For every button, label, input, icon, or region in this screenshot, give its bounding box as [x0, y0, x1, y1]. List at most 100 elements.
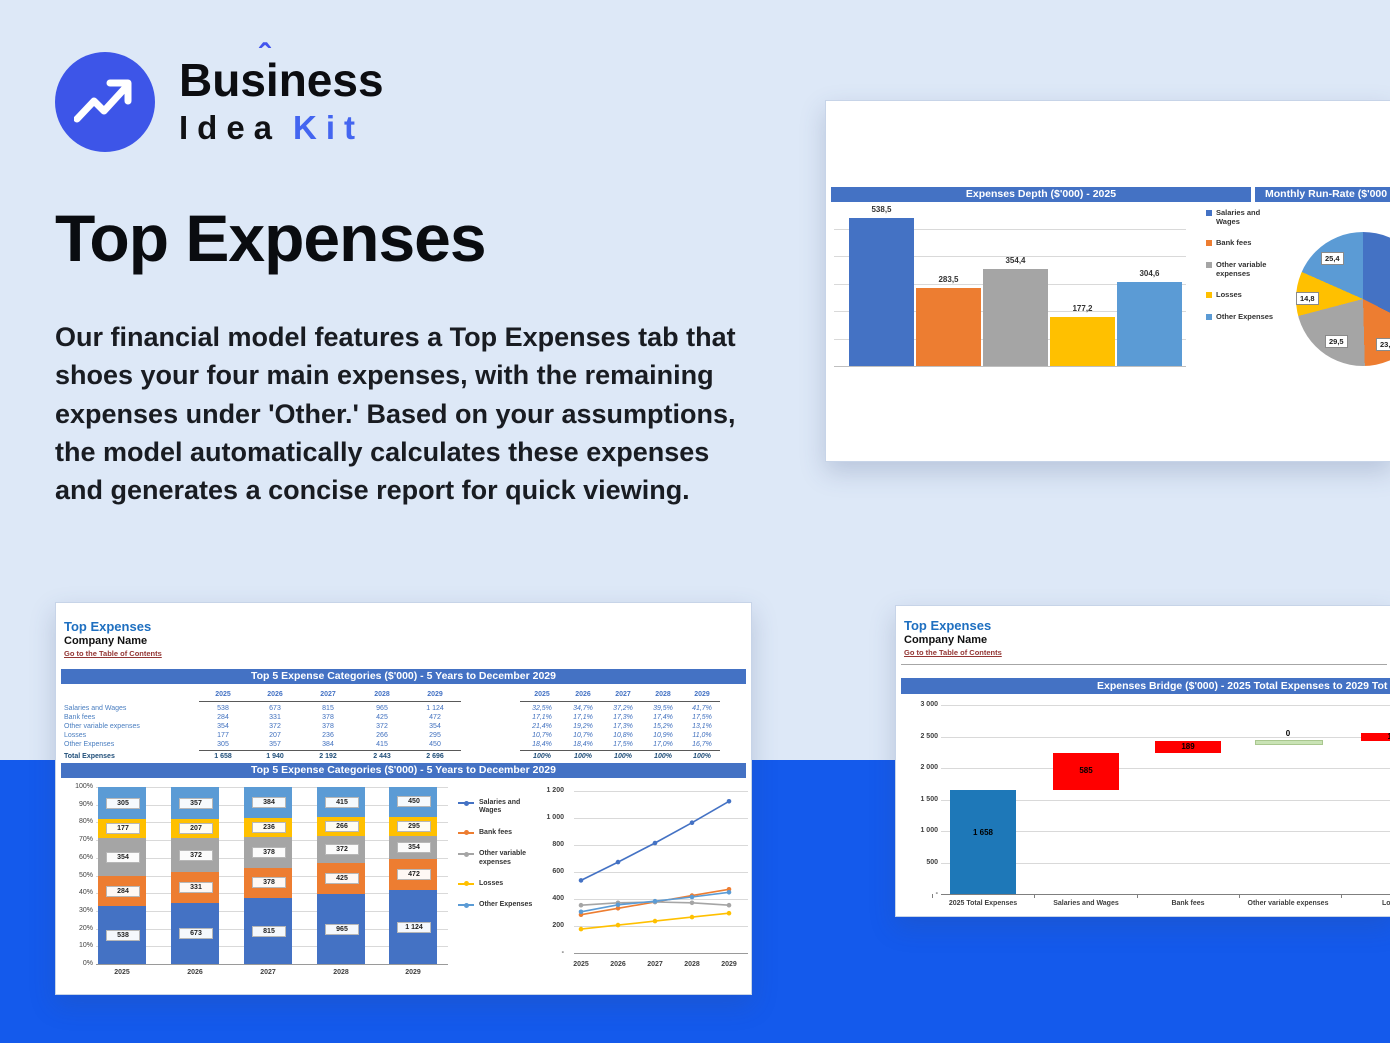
bar-value-label: 304,6 [1139, 269, 1160, 279]
y-tick-label: - [935, 890, 938, 897]
gridline [574, 791, 748, 792]
cell-value: 472 [429, 714, 441, 721]
axis-tick [1239, 894, 1240, 898]
total-pct: 100% [654, 753, 672, 760]
cell-value: 207 [269, 732, 281, 739]
segment-value-label: 378 [252, 877, 286, 889]
segment-value-label: 673 [179, 927, 213, 939]
company-name: Company Name [904, 634, 988, 646]
bridge-titlebar: Expenses Bridge ($'000) - 2025 Total Exp… [901, 678, 1390, 694]
legend-label: Other variable expenses [479, 850, 527, 866]
legend-label: Salaries and Wages [1216, 208, 1261, 226]
brand-text: Bus ˆ iness Idea Kit [179, 40, 384, 147]
legend-label: Other Expenses [479, 901, 533, 909]
x-tick-label: 2028 [333, 969, 349, 976]
y-tick-label: 0% [82, 960, 93, 967]
x-tick-label: Other variable expenses [1247, 900, 1329, 907]
year-header: 2025 [534, 691, 550, 698]
year-header: 2028 [374, 691, 390, 698]
segment-value-label: 354 [106, 851, 140, 863]
y-tick-label: 90% [78, 800, 93, 808]
legend-item: Salaries and Wages [1206, 208, 1292, 226]
data-point [726, 910, 732, 916]
top5-line-chart: 1 200 1 000 800 600 400 200-2025 2026 2027 2028 2… [56, 603, 751, 994]
cell-value: 372 [376, 723, 388, 730]
cell-pct: 17,3% [613, 723, 633, 730]
legend-item: Losses [1206, 290, 1292, 300]
legend-item: Other Expenses [458, 901, 550, 909]
year-header: 2026 [575, 691, 591, 698]
row-label: Other Expenses [64, 741, 115, 748]
x-tick-label: Losses [1381, 900, 1390, 907]
x-tick-label: 2028 [684, 961, 700, 968]
segment-value-label: 472 [397, 869, 431, 881]
x-tick-label: 2029 [721, 961, 737, 968]
cell-value: 965 [376, 705, 388, 712]
x-tick-label: 2027 [647, 961, 663, 968]
data-point [615, 906, 621, 911]
segment-value-label: 372 [325, 844, 359, 856]
data-point [652, 899, 658, 905]
axis-tick [932, 894, 933, 898]
page-description: Our financial model features a Top Expen… [55, 322, 736, 506]
segment-value-label: 177 [106, 823, 140, 835]
gridline [574, 872, 748, 873]
segment-value-label: 372 [179, 849, 213, 861]
y-tick-label: 400 [552, 895, 564, 902]
line-series [580, 891, 730, 913]
cell-value: 378 [322, 714, 334, 721]
year-header: 2025 [215, 691, 231, 698]
year-header: 2027 [615, 691, 631, 698]
y-tick-label: 20% [78, 924, 93, 932]
sheet-title-link[interactable]: Top Expenses [904, 618, 992, 633]
total-pct: 100% [574, 753, 592, 760]
total-value: 2 192 [319, 753, 337, 760]
cell-pct: 10,9% [653, 732, 673, 739]
cell-value: 1 124 [426, 705, 444, 712]
cell-pct: 17,5% [613, 741, 633, 748]
line-series [580, 800, 730, 882]
y-tick-label: 1 000 [920, 827, 938, 834]
table-of-contents-link[interactable]: Go to the Table of Contents [64, 649, 162, 658]
table-of-contents-link[interactable]: Go to the Table of Contents [904, 648, 1002, 657]
bar-value-label: 1 658 [972, 827, 994, 837]
total-value: 2 443 [373, 753, 391, 760]
legend-label: Bank fees [1216, 238, 1252, 248]
waterfall-bar-start [950, 789, 1016, 894]
top5-expense-table: 2025 2025 2026 2026 2027 2027 2028 2028 2029 2029… [56, 603, 751, 763]
x-tick-label: 2029 [405, 969, 421, 976]
y-tick-label: 60% [78, 853, 93, 861]
sheet-title-link[interactable]: Top Expenses [64, 619, 152, 634]
bar-value-label: 585 [1079, 766, 1093, 776]
legend-marker-icon [1206, 292, 1212, 299]
data-point [726, 799, 732, 804]
legend-marker-icon [1206, 210, 1212, 216]
legend-line-marker-icon [458, 881, 474, 887]
y-tick-label: 30% [78, 906, 93, 914]
cell-value: 538 [217, 705, 229, 712]
segment-value-label: 357 [179, 797, 213, 809]
pie-slice-label: 29,5 [1325, 335, 1348, 348]
row-label: Bank fees [64, 714, 96, 721]
cell-value: 378 [322, 723, 334, 730]
cell-value: 450 [429, 741, 441, 748]
x-tick-label: 2025 [573, 961, 589, 968]
x-tick-label: 2025 Total Expenses [948, 900, 1018, 907]
cell-value: 384 [322, 741, 334, 748]
y-tick-label: 100% [75, 783, 93, 790]
total-pct: 100% [614, 753, 632, 760]
segment-value-label: 378 [252, 846, 286, 858]
total-value: 1 658 [214, 753, 232, 760]
row-label: Other variable expenses [64, 723, 140, 730]
total-topline [199, 750, 461, 751]
cell-pct: 10,7% [573, 732, 593, 739]
y-tick-label: - [561, 949, 564, 956]
legend-dot-icon [464, 851, 469, 857]
y-tick-label: 2 000 [920, 764, 938, 771]
cell-value: 331 [269, 714, 281, 721]
bar-value-label: 538,5 [871, 204, 892, 214]
legend-item: Other Expenses [1206, 312, 1292, 322]
x-tick-label: Bank fees [1171, 900, 1205, 907]
legend-item: Other variable expenses [1206, 260, 1292, 278]
